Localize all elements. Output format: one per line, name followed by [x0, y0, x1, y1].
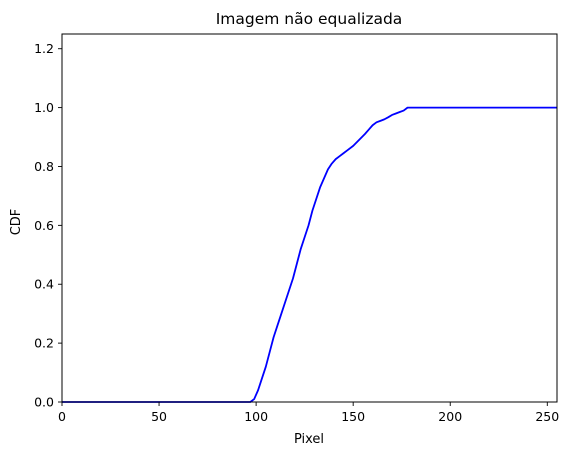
y-tick-label: 0.4 [34, 277, 54, 292]
x-tick-label: 0 [58, 409, 66, 424]
x-axis: 0 50 100 150 200 250 [58, 402, 559, 424]
plot-frame [61, 33, 558, 403]
y-tick-label: 1.0 [34, 100, 54, 115]
y-axis: 0.0 0.2 0.4 0.6 0.8 1.0 1.2 [34, 41, 62, 410]
x-tick-label: 50 [151, 409, 167, 424]
x-axis-label: Pixel [294, 432, 324, 447]
y-tick-label: 1.2 [34, 41, 54, 56]
x-tick-label: 250 [535, 409, 559, 424]
plot-area [62, 106, 557, 403]
y-axis-label: CDF [9, 209, 24, 236]
x-tick-label: 150 [341, 409, 365, 424]
x-tick-label: 100 [244, 409, 268, 424]
y-tick-label: 0.6 [34, 218, 54, 233]
y-tick-label: 0.2 [34, 336, 54, 351]
y-tick-label: 0.8 [34, 159, 54, 174]
cdf-series-line [62, 106, 557, 403]
x-tick-label: 200 [438, 409, 462, 424]
y-tick-label: 0.0 [34, 395, 54, 410]
chart-title: Imagem não equalizada [216, 10, 403, 28]
